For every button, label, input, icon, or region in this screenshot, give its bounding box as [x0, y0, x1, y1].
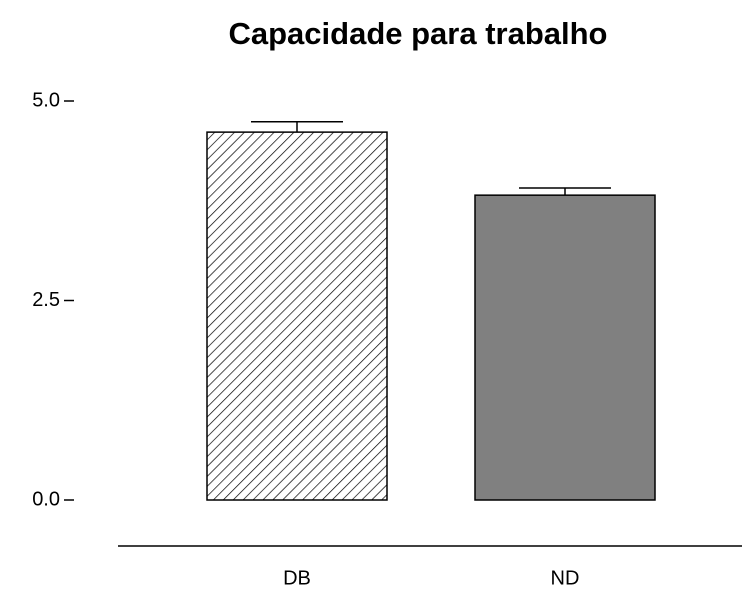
y-tick-label: 2.5 [32, 289, 60, 311]
y-tick-label: 0.0 [32, 488, 60, 510]
x-tick-label: ND [551, 567, 580, 589]
bar [474, 194, 656, 501]
bar [206, 131, 388, 501]
chart-title: Capacidade para trabalho [228, 16, 607, 51]
y-tick-label: 5.0 [32, 89, 60, 111]
x-tick-label: DB [283, 567, 311, 589]
